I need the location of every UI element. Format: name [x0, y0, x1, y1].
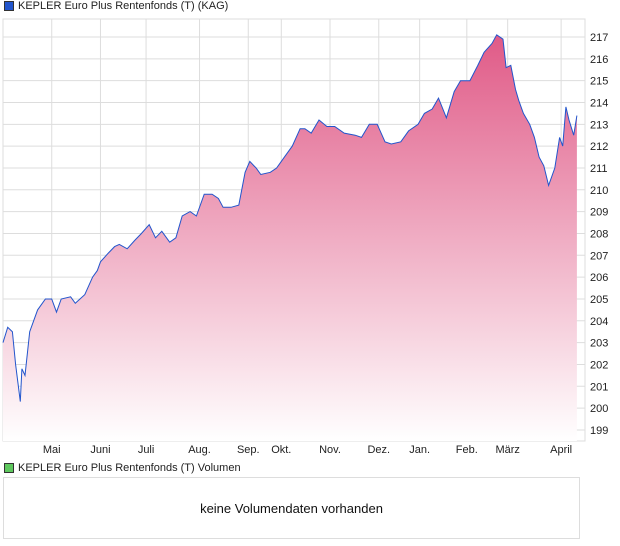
y-tick-label: 201: [590, 381, 608, 393]
y-tick-label: 206: [590, 272, 608, 284]
y-tick-label: 203: [590, 338, 608, 350]
price-legend: KEPLER Euro Plus Rentenfonds (T) (KAG): [4, 0, 228, 12]
x-tick-label: Juni: [90, 444, 110, 456]
price-legend-label: KEPLER Euro Plus Rentenfonds (T) (KAG): [18, 0, 229, 12]
x-tick-label: Aug.: [188, 444, 211, 456]
y-tick-label: 207: [590, 250, 608, 262]
volume-legend-label: KEPLER Euro Plus Rentenfonds (T) Volumen: [18, 462, 241, 474]
x-tick-label: Okt.: [271, 444, 291, 456]
y-tick-label: 204: [590, 316, 608, 328]
y-tick-label: 213: [590, 119, 608, 131]
y-tick-label: 212: [590, 141, 608, 153]
price-chart: 199 200 201 202 203 204 205 206 207 208 209 210 211 2…: [2, 18, 608, 456]
price-legend-swatch: [4, 1, 14, 11]
volume-legend: KEPLER Euro Plus Rentenfonds (T) Volumen: [4, 462, 241, 474]
y-tick-label: 217: [590, 32, 608, 44]
volume-panel: keine Volumendaten vorhanden: [3, 477, 580, 539]
x-tick-label: März: [495, 444, 519, 456]
y-tick-label: 205: [590, 294, 608, 306]
y-tick-label: 216: [590, 54, 608, 66]
x-tick-label: April: [550, 444, 572, 456]
x-tick-label: Feb.: [456, 444, 478, 456]
x-tick-label: Dez.: [367, 444, 390, 456]
x-tick-label: Sep.: [237, 444, 260, 456]
y-tick-label: 199: [590, 425, 608, 437]
y-tick-label: 208: [590, 228, 608, 240]
y-tick-label: 209: [590, 207, 608, 219]
y-tick-label: 200: [590, 403, 608, 415]
x-tick-label: Jan.: [409, 444, 430, 456]
volume-empty-message: keine Volumendaten vorhanden: [200, 500, 383, 516]
volume-legend-swatch: [4, 463, 14, 473]
y-tick-label: 211: [590, 163, 608, 175]
x-tick-label: Nov.: [319, 444, 341, 456]
y-tick-label: 202: [590, 359, 608, 371]
price-area: [3, 34, 577, 442]
y-tick-label: 210: [590, 185, 608, 197]
x-tick-label: Mai: [43, 444, 61, 456]
y-tick-label: 214: [590, 97, 608, 109]
y-tick-label: 215: [590, 76, 608, 88]
price-line: [2, 34, 578, 402]
x-tick-label: Juli: [138, 444, 155, 456]
